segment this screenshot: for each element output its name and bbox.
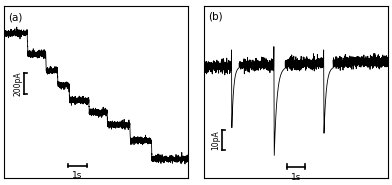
Text: 1s: 1s bbox=[291, 173, 301, 182]
Text: 10pA: 10pA bbox=[211, 130, 220, 150]
Text: 1s: 1s bbox=[73, 171, 83, 180]
Text: (a): (a) bbox=[9, 12, 23, 22]
Text: 200pA: 200pA bbox=[13, 71, 22, 96]
Text: (b): (b) bbox=[209, 11, 223, 21]
